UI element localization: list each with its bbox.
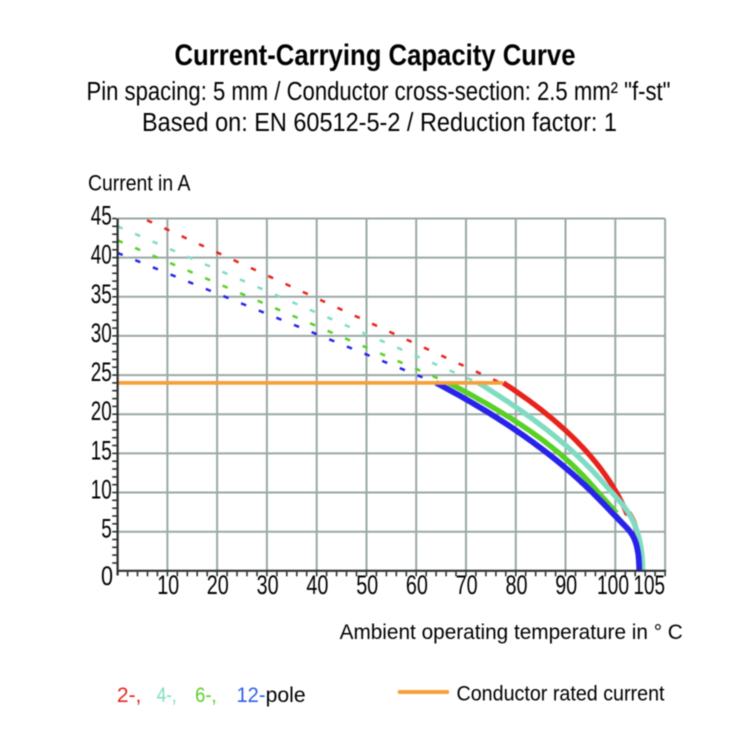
svg-text:Current-Carrying Capacity Curv: Current-Carrying Capacity Curve (175, 39, 576, 72)
svg-text:Ambient operating temperature: Ambient operating temperature in ° C (340, 620, 683, 644)
svg-text:Conductor rated current: Conductor rated current (457, 682, 665, 706)
svg-text:30: 30 (91, 318, 112, 348)
svg-text:20: 20 (91, 396, 112, 426)
svg-text:60: 60 (406, 570, 428, 600)
svg-text:Based on: EN 60512-5-2 / Reduc: Based on: EN 60512-5-2 / Reduction facto… (142, 109, 617, 137)
svg-text:20: 20 (207, 570, 229, 600)
svg-text:70: 70 (456, 570, 478, 600)
svg-text:10: 10 (157, 570, 179, 600)
svg-text:Pin spacing: 5 mm / Conductor: Pin spacing: 5 mm / Conductor cross-sect… (87, 78, 671, 106)
svg-text:15: 15 (91, 435, 112, 465)
svg-text:0: 0 (101, 561, 113, 591)
svg-text:45: 45 (91, 201, 112, 231)
svg-text:35: 35 (91, 279, 112, 309)
svg-text:40: 40 (91, 240, 112, 270)
svg-text:Current in A: Current in A (88, 171, 191, 196)
svg-text:2-,: 2-, (117, 683, 141, 707)
svg-text:80: 80 (506, 570, 528, 600)
svg-text:105: 105 (634, 570, 666, 600)
svg-text:10: 10 (91, 475, 112, 505)
svg-text:6-,: 6-, (195, 683, 217, 707)
svg-text:pole: pole (266, 683, 306, 707)
svg-text:30: 30 (257, 570, 279, 600)
svg-text:5: 5 (101, 514, 112, 544)
svg-text:50: 50 (356, 570, 378, 600)
svg-text:90: 90 (555, 570, 577, 600)
svg-text:12-: 12- (237, 683, 266, 707)
svg-text:25: 25 (91, 357, 112, 387)
svg-text:4-,: 4-, (157, 683, 177, 707)
svg-text:40: 40 (306, 570, 328, 600)
svg-text:100: 100 (597, 570, 629, 600)
